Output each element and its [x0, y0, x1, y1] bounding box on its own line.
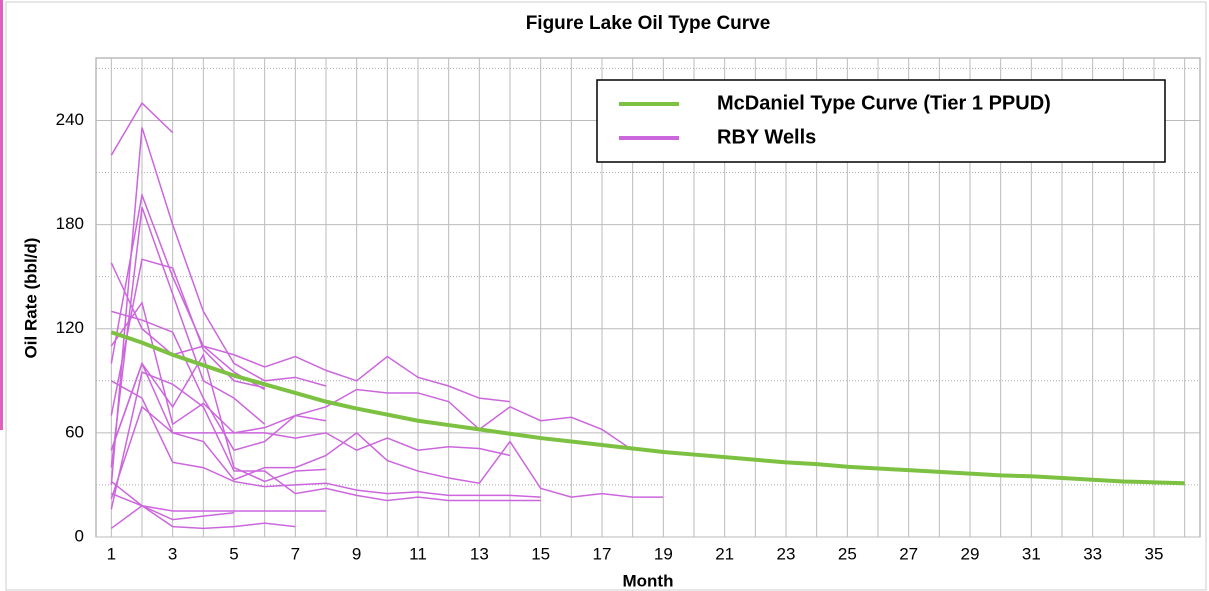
data-line: [110, 207, 266, 468]
data-line: [111, 492, 296, 530]
data-line: [110, 371, 541, 510]
legend-box: [596, 79, 1166, 163]
x-tick-label: 1: [107, 544, 116, 563]
y-tick-label: 180: [56, 214, 84, 233]
data-line: [111, 310, 634, 452]
y-tick-label: 60: [65, 422, 84, 441]
x-tick-label: 11: [409, 544, 427, 563]
y-tick-label: 120: [56, 318, 84, 337]
data-line: [110, 258, 265, 416]
data-line: [110, 352, 327, 483]
chart-title: Figure Lake Oil Type Curve: [526, 13, 771, 34]
edge-marker: [0, 0, 3, 430]
x-tick-label: 19: [654, 544, 673, 563]
x-tick-label: 15: [531, 544, 550, 563]
x-tick-label: 5: [229, 544, 238, 563]
x-tick-label: 29: [961, 544, 980, 563]
data-line: [110, 361, 511, 457]
x-tick-label: 13: [470, 544, 489, 563]
x-tick-label: 9: [352, 544, 361, 563]
x-tick-label: 7: [291, 544, 300, 563]
legend-label: RBY Wells: [717, 126, 816, 148]
x-tick-label: 31: [1022, 544, 1041, 563]
data-line: [110, 330, 1185, 486]
y-axis-label: Oil Rate (bbl/d): [21, 238, 40, 359]
x-tick-label: 33: [1083, 544, 1102, 563]
data-line: [110, 300, 327, 434]
legend-label: McDaniel Type Curve (Tier 1 PPUD): [717, 92, 1051, 114]
x-tick-label: 25: [838, 544, 857, 563]
x-tick-label: 17: [593, 544, 612, 563]
data-line: [110, 480, 326, 512]
x-tick-label: 23: [777, 544, 796, 563]
data-line: [110, 405, 664, 500]
data-line: [110, 504, 235, 529]
y-tick-label: 240: [56, 110, 84, 129]
data-line: [110, 192, 511, 403]
x-axis-label: Month: [623, 571, 674, 590]
x-tick-label: 3: [168, 544, 177, 563]
data-line: [110, 380, 541, 498]
frame: [5, 1, 1207, 591]
y-tick-label: 0: [75, 526, 84, 545]
x-tick-label: 35: [1145, 544, 1164, 563]
x-tick-label: 21: [715, 544, 734, 563]
data-line: [110, 127, 327, 485]
data-line: [110, 101, 174, 156]
x-tick-label: 27: [899, 544, 918, 563]
